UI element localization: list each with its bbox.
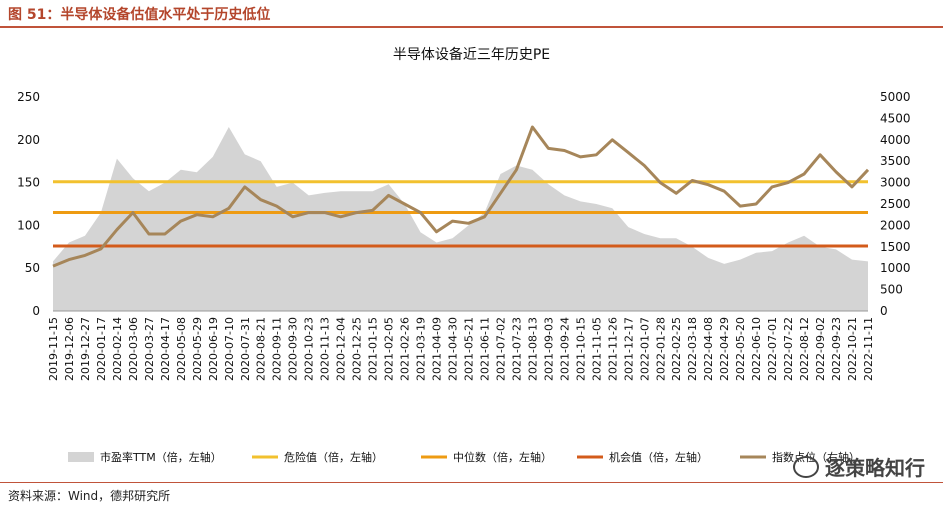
x-tick-label: 2022-10-21 [846,317,859,381]
right-tick-label: 2000 [880,218,911,232]
right-tick-label: 0 [880,304,888,318]
x-tick-label: 2020-10-23 [303,317,316,381]
left-tick-label: 100 [17,218,40,232]
pe-ttm-area [53,127,868,311]
x-tick-label: 2020-01-17 [95,317,108,381]
watermark: 逐策略知行 [793,452,925,481]
x-tick-label: 2020-12-04 [335,317,348,381]
watermark-text: 逐策略知行 [825,456,925,480]
footer-divider [0,482,943,483]
x-tick-label: 2020-05-29 [191,317,204,381]
legend-swatch [68,452,94,462]
x-tick-label: 2021-02-26 [399,317,412,381]
legend-label: 机会值（倍，左轴） [609,450,708,464]
x-tick-label: 2021-12-17 [622,317,635,381]
x-tick-label: 2020-03-06 [127,317,140,381]
x-tick-label: 2020-07-10 [223,317,236,381]
chart-title: 半导体设备近三年历史PE [392,47,551,63]
x-tick-label: 2022-04-29 [718,317,731,381]
left-tick-label: 150 [17,176,40,190]
x-tick-label: 2021-02-05 [383,317,396,381]
x-tick-label: 2022-03-18 [686,317,699,381]
x-tick-label: 2021-10-15 [574,317,587,381]
x-tick-label: 2021-04-09 [431,317,444,381]
x-tick-label: 2019-12-06 [63,317,76,381]
right-tick-label: 1000 [880,261,911,275]
right-tick-label: 2500 [880,197,911,211]
x-tick-label: 2020-03-27 [143,317,156,381]
x-tick-label: 2022-02-25 [670,317,683,381]
x-tick-label: 2021-05-21 [462,317,475,381]
x-tick-label: 2020-12-25 [351,317,364,381]
x-tick-label: 2019-12-27 [79,317,92,381]
x-tick-label: 2021-09-24 [558,317,571,381]
left-tick-label: 50 [25,261,40,275]
x-tick-label: 2021-03-19 [415,317,428,381]
x-tick-label: 2020-06-19 [207,317,220,381]
left-tick-label: 0 [32,304,40,318]
x-tick-label: 2022-07-22 [782,317,795,381]
x-tick-label: 2021-04-30 [447,317,460,381]
right-tick-label: 1500 [880,240,911,254]
x-tick-label: 2020-02-14 [111,317,124,381]
x-tick-label: 2019-11-15 [47,317,60,381]
x-tick-label: 2021-01-15 [367,317,380,381]
x-tick-label: 2022-07-01 [766,317,779,381]
x-tick-label: 2022-05-20 [734,317,747,381]
x-tick-label: 2021-09-03 [542,317,555,381]
x-tick-label: 2021-11-05 [590,317,603,381]
x-tick-label: 2020-07-31 [239,317,252,381]
right-tick-label: 4000 [880,133,911,147]
x-tick-label: 2021-08-13 [526,317,539,381]
x-tick-label: 2022-09-23 [830,317,843,381]
x-tick-label: 2022-01-28 [654,317,667,381]
x-tick-label: 2020-11-13 [319,317,332,381]
x-tick-label: 2022-11-11 [862,317,875,381]
x-tick-label: 2022-08-12 [798,317,811,381]
title-divider [0,26,943,28]
source-note: 资料来源：Wind，德邦研究所 [8,489,171,503]
wechat-icon [793,455,819,478]
x-tick-label: 2020-09-11 [271,317,284,381]
x-tick-label: 2022-01-07 [638,317,651,381]
x-tick-label: 2021-07-23 [510,317,523,381]
x-tick-label: 2022-04-08 [702,317,715,381]
x-tick-label: 2020-09-30 [287,317,300,381]
left-tick-label: 200 [17,133,40,147]
figure-title: 图 51：半导体设备估值水平处于历史低位 [8,7,271,23]
x-tick-label: 2021-11-26 [606,317,619,381]
right-tick-label: 4500 [880,111,911,125]
x-tick-label: 2022-09-02 [814,317,827,381]
legend-label: 中位数（倍，左轴） [453,450,552,464]
x-tick-label: 2020-08-21 [255,317,268,381]
x-tick-label: 2021-06-11 [478,317,491,381]
x-tick-label: 2020-05-08 [175,317,188,381]
index-line [52,125,870,268]
left-tick-label: 250 [17,90,40,104]
x-tick-label: 2022-06-10 [750,317,763,381]
right-tick-label: 3000 [880,176,911,190]
legend-label: 危险值（倍，左轴） [284,450,383,464]
x-tick-label: 2021-07-02 [494,317,507,381]
right-tick-label: 3500 [880,154,911,168]
legend-label: 市盈率TTM（倍，左轴） [100,450,222,464]
right-tick-label: 5000 [880,90,911,104]
x-tick-label: 2020-04-17 [159,317,172,381]
right-tick-label: 500 [880,283,903,297]
